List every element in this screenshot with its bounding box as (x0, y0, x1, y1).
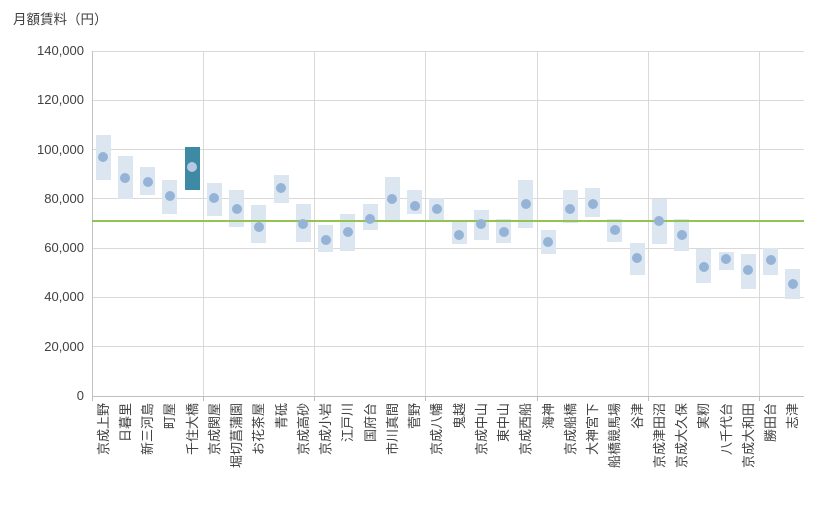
h-gridline (92, 247, 804, 249)
mean-marker-dot (342, 227, 353, 238)
mean-marker-dot (520, 198, 531, 209)
x-category-label: 八千代台 (718, 403, 734, 456)
x-category-label: 町屋 (162, 403, 178, 430)
mean-marker-dot (142, 176, 153, 187)
x-category-label: 江戸川 (340, 403, 356, 443)
x-category-label: 日暮里 (117, 403, 133, 443)
x-category-label: 東中山 (496, 403, 512, 443)
h-gridline (92, 346, 804, 348)
mean-marker-dot (721, 254, 732, 265)
y-axis-title: 月額賃料（円） (13, 12, 108, 27)
mean-marker-dot (698, 261, 709, 272)
x-category-label: 京成津田沼 (651, 403, 667, 469)
x-category-label: 京成高砂 (295, 403, 311, 456)
mean-marker-dot (654, 216, 665, 227)
x-axis-tick (759, 397, 760, 401)
x-category-label: 鬼越 (451, 403, 467, 430)
y-tick-label: 100,000 (37, 141, 84, 157)
mean-marker-dot (454, 229, 465, 240)
x-axis-tick (314, 397, 315, 401)
mean-marker-dot (587, 198, 598, 209)
x-axis-tick (536, 397, 538, 401)
mean-marker-dot (98, 151, 109, 162)
x-category-label: 京成中山 (473, 403, 489, 456)
x-category-label: 京成関屋 (206, 403, 222, 456)
x-category-label: 京成船橋 (562, 403, 578, 456)
y-tick-label: 40,000 (44, 289, 84, 305)
h-gridline (92, 198, 804, 200)
x-category-label: 京成大和田 (740, 403, 756, 469)
x-category-label: 京成小岩 (318, 403, 334, 456)
v-gridline (202, 51, 204, 396)
x-category-label: 千住大橋 (184, 403, 200, 456)
v-gridline (536, 51, 538, 396)
mean-marker-dot (543, 236, 554, 247)
mean-marker-dot (365, 213, 376, 224)
x-category-label: 市川真間 (384, 403, 400, 456)
mean-marker-dot (320, 234, 331, 245)
mean-marker-dot (565, 203, 576, 214)
x-axis-line (92, 396, 804, 397)
mean-marker-dot (253, 222, 264, 233)
mean-marker-dot (676, 229, 687, 240)
mean-marker-dot (209, 192, 220, 203)
x-axis-tick (425, 397, 427, 401)
mean-marker-dot (431, 203, 442, 214)
x-category-label: 海神 (540, 403, 556, 430)
x-category-label: 京成八幡 (429, 403, 445, 456)
x-category-label: 谷津 (629, 403, 645, 430)
y-tick-label: 140,000 (37, 43, 84, 58)
mean-marker-dot (387, 193, 398, 204)
y-tick-label: 120,000 (37, 92, 84, 108)
reference-line (92, 220, 804, 223)
mean-marker-dot (787, 278, 798, 289)
v-gridline (314, 51, 315, 396)
h-gridline (92, 50, 804, 52)
x-category-label: 京成大久保 (674, 403, 690, 469)
x-category-label: 堀切菖蒲園 (229, 403, 245, 469)
mean-marker-dot (498, 227, 509, 238)
v-gridline (759, 51, 760, 396)
mean-marker-dot (276, 182, 287, 193)
y-axis-line (91, 51, 93, 396)
mean-marker-dot (765, 255, 776, 266)
x-category-label: 志津 (785, 403, 801, 430)
h-gridline (92, 149, 804, 151)
h-gridline (92, 99, 804, 101)
mean-marker-dot (164, 191, 175, 202)
x-category-label: 大神宮下 (585, 403, 601, 456)
x-category-label: 国府台 (362, 403, 378, 443)
y-tick-label: 20,000 (44, 338, 84, 354)
x-axis-tick (91, 397, 93, 401)
mean-marker-dot (298, 218, 309, 229)
mean-marker-dot (187, 161, 198, 172)
mean-marker-dot (743, 265, 754, 276)
x-category-label: 船橋競馬場 (607, 403, 623, 469)
x-category-label: 菅野 (407, 403, 423, 430)
v-gridline (425, 51, 427, 396)
x-category-label: 青砥 (273, 403, 289, 430)
mean-marker-dot (632, 253, 643, 263)
x-category-label: 京成西船 (518, 403, 534, 456)
mean-marker-dot (476, 218, 487, 229)
x-axis-tick (647, 397, 649, 401)
y-tick-label: 0 (76, 388, 84, 403)
y-tick-label: 60,000 (44, 240, 84, 256)
y-tick-label: 80,000 (44, 190, 84, 206)
x-category-label: 勝田台 (763, 403, 779, 443)
x-category-label: 実籾 (696, 403, 712, 430)
h-gridline (92, 296, 804, 298)
x-category-label: お花茶屋 (251, 403, 267, 456)
x-category-label: 京成上野 (95, 403, 111, 456)
v-gridline (647, 51, 649, 396)
mean-marker-dot (409, 201, 420, 212)
mean-marker-dot (120, 172, 131, 183)
x-category-label: 新三河島 (140, 403, 156, 456)
x-axis-tick (202, 397, 204, 401)
mean-marker-dot (609, 224, 620, 235)
mean-marker-dot (231, 203, 242, 214)
